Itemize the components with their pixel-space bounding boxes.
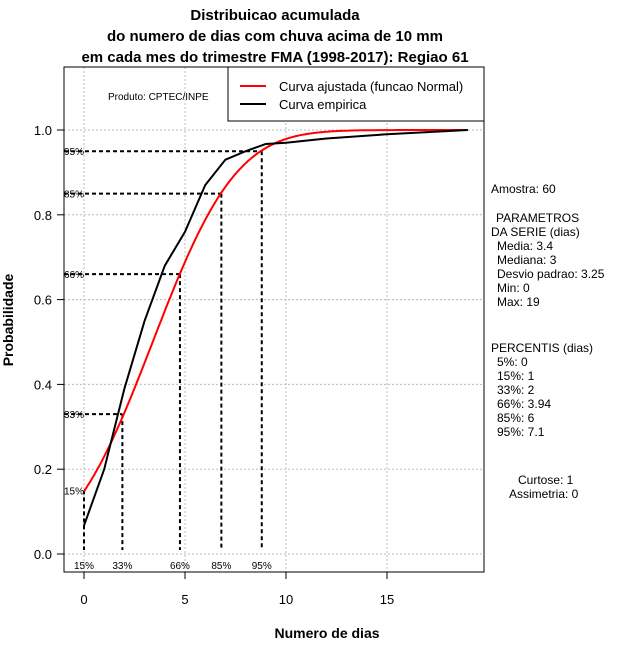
percentile-x-label: 66%: [170, 561, 190, 572]
perc-5: 5%: 0: [497, 355, 528, 369]
percentile-y-label: 33%: [64, 410, 84, 421]
param-median: Mediana: 3: [497, 253, 557, 267]
skewness: Assimetria: 0: [509, 487, 579, 501]
y-axis-label: Probabilidade: [0, 274, 16, 367]
credit: Produto: CPTEC/INPE: [108, 92, 209, 103]
x-tick-label: 10: [279, 592, 293, 607]
percentile-x-label: 33%: [112, 561, 132, 572]
params-title-1: PARAMETROS: [496, 211, 579, 225]
percentile-y-label: 85%: [64, 190, 84, 201]
percentile-y-label: 15%: [64, 486, 84, 497]
y-tick-label: 0.0: [34, 547, 52, 562]
legend-label-fitted: Curva ajustada (funcao Normal): [279, 79, 463, 94]
kurtosis: Curtose: 1: [518, 473, 574, 487]
title-line-2: do numero de dias com chuva acima de 10 …: [107, 28, 443, 45]
x-tick-label: 5: [181, 592, 188, 607]
param-sd: Desvio padrao: 3.25: [497, 267, 605, 281]
y-tick-label: 1.0: [34, 123, 52, 138]
x-axis-label: Numero de dias: [274, 625, 379, 641]
y-tick-label: 0.2: [34, 462, 52, 477]
y-tick-label: 0.6: [34, 293, 52, 308]
perc-15: 15%: 1: [497, 369, 535, 383]
x-tick-label: 0: [80, 592, 87, 607]
param-max: Max: 19: [497, 295, 540, 309]
empirical-curve: [83, 129, 468, 526]
perc-85: 85%: 6: [497, 411, 535, 425]
perc-95: 95%: 7.1: [497, 425, 545, 439]
legend: Curva ajustada (funcao Normal) Curva emp…: [227, 66, 485, 122]
param-mean: Media: 3.4: [497, 239, 553, 253]
percentile-x-label: 15%: [74, 561, 94, 572]
perc-33: 33%: 2: [497, 383, 535, 397]
param-min: Min: 0: [497, 281, 530, 295]
percentile-x-label: 95%: [252, 561, 272, 572]
fitted-normal-curve: [83, 129, 468, 492]
params-title-2: DA SERIE (dias): [491, 225, 580, 239]
percentile-x-label: 85%: [211, 561, 231, 572]
percentis-title: PERCENTIS (dias): [491, 341, 593, 355]
percentile-y-label: 66%: [64, 270, 84, 281]
x-tick-label: 15: [380, 592, 394, 607]
y-tick-label: 0.8: [34, 208, 52, 223]
perc-66: 66%: 3.94: [497, 397, 551, 411]
sample-size: Amostra: 60: [491, 182, 556, 196]
y-tick-label: 0.4: [34, 377, 52, 392]
stats-panel: Amostra: 60 PARAMETROS DA SERIE (dias) M…: [491, 182, 605, 501]
percentile-y-label: 95%: [64, 147, 84, 158]
legend-label-empirical: Curva empirica: [279, 97, 367, 112]
title-line-1: Distribuicao acumulada: [190, 7, 360, 24]
title-line-3: em cada mes do trimestre FMA (1998-2017)…: [81, 49, 468, 66]
